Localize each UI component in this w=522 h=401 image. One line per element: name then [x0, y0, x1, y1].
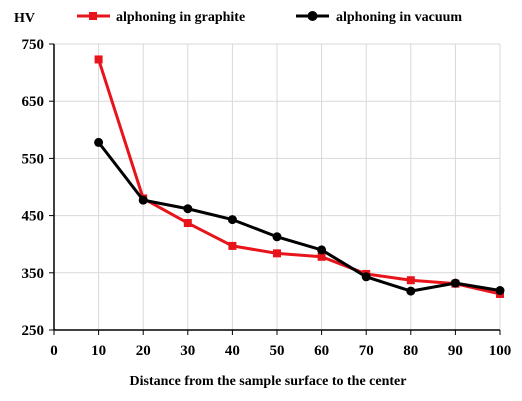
x-tick-label: 10	[91, 343, 106, 359]
x-axis-title: Distance from the sample surface to the …	[130, 374, 407, 389]
series-vacuum	[94, 137, 505, 296]
data-point-square	[273, 249, 281, 258]
tick-labels: 0 10 20 30 40 50 60 70 80 90 100 250 350 450 550 650 750	[22, 37, 512, 359]
data-point-circle	[317, 245, 327, 255]
x-tick-label: 0	[50, 343, 58, 359]
data-point-square	[94, 55, 103, 64]
data-point-square	[183, 219, 192, 228]
x-tick-label: 80	[403, 343, 418, 359]
legend-label-graphite: alphoning in graphite	[116, 10, 245, 25]
grid-lines	[54, 43, 501, 330]
legend-label-vacuum: alphoning in vacuum	[336, 10, 462, 25]
y-tick-label: 750	[22, 37, 45, 53]
data-point-square	[406, 276, 415, 285]
y-tick-label: 350	[22, 266, 45, 282]
data-point-square	[317, 252, 326, 261]
data-point-circle	[406, 286, 416, 296]
data-point-circle	[138, 195, 148, 205]
legend-marker-square	[89, 12, 97, 20]
y-tick-label: 450	[22, 209, 45, 225]
y-tick-label: 650	[22, 94, 45, 110]
y-tick-label: 250	[22, 323, 45, 339]
series-graphite	[94, 55, 504, 298]
legend-item-graphite: alphoning in graphite	[77, 10, 245, 25]
x-tick-label: 90	[448, 343, 463, 359]
data-point-circle	[272, 232, 282, 242]
y-tick-label: 550	[22, 151, 45, 167]
data-point-square	[228, 241, 237, 250]
legend: alphoning in graphite alphoning in vacuu…	[77, 10, 462, 25]
legend-item-vacuum: alphoning in vacuum	[296, 10, 462, 25]
x-tick-label: 20	[136, 343, 151, 359]
data-point-circle	[183, 204, 193, 214]
series-line	[97, 58, 501, 296]
legend-marker-circle	[307, 11, 318, 21]
data-series	[94, 55, 505, 298]
data-point-circle	[450, 278, 460, 288]
series-line	[97, 141, 501, 293]
x-tick-label: 30	[180, 343, 195, 359]
x-tick-label: 60	[314, 343, 329, 359]
x-tick-label: 40	[225, 343, 240, 359]
data-point-circle	[94, 137, 104, 147]
x-tick-label: 100	[489, 343, 512, 359]
data-point-circle	[495, 286, 505, 296]
data-point-circle	[227, 215, 237, 225]
x-tick-label: 50	[270, 343, 285, 359]
y-axis-title: HV	[14, 11, 35, 26]
x-tick-label: 70	[359, 343, 374, 359]
data-point-circle	[361, 272, 371, 282]
axes	[49, 43, 501, 335]
